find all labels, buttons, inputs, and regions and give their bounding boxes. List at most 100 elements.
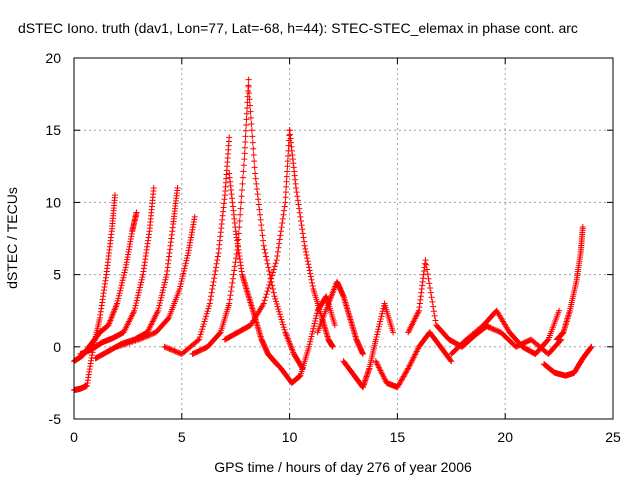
data-point	[309, 279, 316, 286]
x-axis-label: GPS time / hours of day 276 of year 2006	[214, 459, 472, 475]
data-point	[277, 232, 284, 239]
data-point	[139, 274, 146, 281]
data-point	[374, 331, 381, 338]
data-point	[212, 264, 219, 271]
y-ticks: -5 0 5 10 15 20	[45, 50, 613, 427]
series-11	[265, 293, 338, 386]
data-point	[270, 266, 277, 273]
data-point	[305, 261, 312, 268]
data-point	[245, 83, 252, 90]
data-point	[307, 338, 314, 345]
data-point	[267, 278, 274, 285]
series-13	[340, 300, 397, 391]
data-point	[285, 152, 292, 159]
data-point	[161, 281, 168, 288]
data-point	[184, 252, 191, 259]
data-point	[379, 310, 385, 317]
data-point	[205, 305, 212, 312]
data-point	[133, 209, 140, 216]
data-point	[246, 96, 253, 103]
data-point	[209, 286, 216, 293]
data-point	[177, 283, 184, 290]
data-point	[247, 102, 254, 109]
series-10	[286, 127, 336, 350]
data-point	[377, 318, 384, 325]
data-point	[269, 269, 276, 276]
series-17	[480, 307, 563, 358]
data-point	[301, 238, 308, 245]
data-point	[308, 276, 315, 283]
data-point	[313, 312, 320, 319]
y-tick-label: 0	[53, 339, 61, 355]
series-16	[448, 322, 565, 358]
data-point	[133, 297, 140, 304]
data-point	[206, 303, 213, 310]
data-point	[379, 308, 386, 315]
x-tick-label: 5	[178, 429, 186, 445]
data-point	[271, 263, 278, 270]
data-point	[312, 315, 319, 322]
y-tick-label: 10	[45, 194, 61, 210]
data-point	[255, 196, 262, 203]
grid	[74, 58, 613, 419]
data-point	[194, 337, 201, 344]
data-point	[246, 90, 253, 97]
data-point	[298, 222, 305, 229]
data-point	[310, 325, 317, 332]
data-point	[260, 242, 267, 249]
series-14	[372, 329, 455, 391]
data-point	[282, 189, 289, 196]
data-point	[424, 271, 431, 278]
data-point	[155, 307, 162, 314]
data-point	[300, 234, 307, 241]
data-point	[229, 275, 236, 282]
data-point	[264, 260, 271, 267]
data-point	[243, 110, 250, 117]
series-18	[541, 343, 595, 379]
data-point	[115, 292, 122, 299]
data-point	[280, 211, 287, 218]
data-point	[176, 286, 183, 293]
data-point	[248, 127, 255, 134]
data-point	[201, 318, 208, 325]
data-point	[427, 285, 434, 292]
data-point	[274, 253, 281, 260]
data-point	[306, 264, 313, 271]
data-point	[249, 133, 256, 140]
y-tick-label: 20	[45, 50, 61, 66]
y-tick-label: 15	[45, 122, 61, 138]
data-point	[227, 292, 234, 299]
data-point	[308, 333, 315, 340]
data-point	[260, 237, 267, 244]
data-point	[431, 312, 438, 319]
data-point	[136, 284, 143, 291]
data-point	[269, 272, 276, 279]
data-point	[249, 139, 256, 146]
data-point	[312, 318, 319, 325]
data-point	[114, 300, 121, 307]
data-point	[297, 213, 304, 220]
data-point	[268, 275, 275, 282]
data-point	[281, 203, 288, 210]
data-point	[272, 260, 279, 267]
data-point	[138, 276, 145, 283]
data-point	[199, 323, 206, 330]
data-point	[136, 287, 143, 294]
data-point	[258, 227, 265, 234]
data-point	[273, 298, 280, 305]
data-point	[331, 322, 338, 329]
data-point	[423, 266, 430, 273]
data-point	[257, 211, 264, 218]
data-point	[304, 255, 311, 262]
data-point	[307, 273, 314, 280]
data-point	[119, 277, 126, 284]
data-point	[233, 255, 240, 262]
data-point	[157, 297, 164, 304]
data-point	[159, 289, 166, 296]
x-tick-label: 25	[605, 429, 621, 445]
series-9	[221, 127, 293, 343]
data-point	[214, 253, 221, 260]
data-point	[160, 284, 167, 291]
data-point	[373, 334, 380, 341]
data-point	[121, 269, 128, 276]
